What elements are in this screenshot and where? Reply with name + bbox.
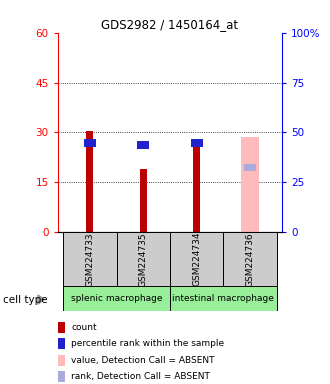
Text: GSM224736: GSM224736 xyxy=(246,232,254,286)
Text: intestinal macrophage: intestinal macrophage xyxy=(173,294,274,303)
Bar xyxy=(170,286,277,311)
Bar xyxy=(244,164,256,171)
Bar xyxy=(170,232,223,286)
Title: GDS2982 / 1450164_at: GDS2982 / 1450164_at xyxy=(101,18,239,31)
Text: GSM224733: GSM224733 xyxy=(85,232,94,286)
Bar xyxy=(84,139,96,147)
Bar xyxy=(223,232,277,286)
Bar xyxy=(63,232,116,286)
Bar xyxy=(193,141,200,232)
Text: splenic macrophage: splenic macrophage xyxy=(71,294,162,303)
Bar xyxy=(191,139,203,147)
Bar xyxy=(137,141,149,149)
Text: count: count xyxy=(71,323,97,332)
Text: percentile rank within the sample: percentile rank within the sample xyxy=(71,339,224,348)
Text: rank, Detection Call = ABSENT: rank, Detection Call = ABSENT xyxy=(71,372,210,381)
Text: GSM224735: GSM224735 xyxy=(139,232,148,286)
Bar xyxy=(140,169,147,232)
Polygon shape xyxy=(38,295,45,304)
Bar xyxy=(116,232,170,286)
Text: cell type: cell type xyxy=(3,295,48,305)
Bar xyxy=(241,137,259,232)
Bar xyxy=(63,286,170,311)
Text: GSM224734: GSM224734 xyxy=(192,232,201,286)
Bar xyxy=(86,131,93,232)
Text: value, Detection Call = ABSENT: value, Detection Call = ABSENT xyxy=(71,356,215,365)
